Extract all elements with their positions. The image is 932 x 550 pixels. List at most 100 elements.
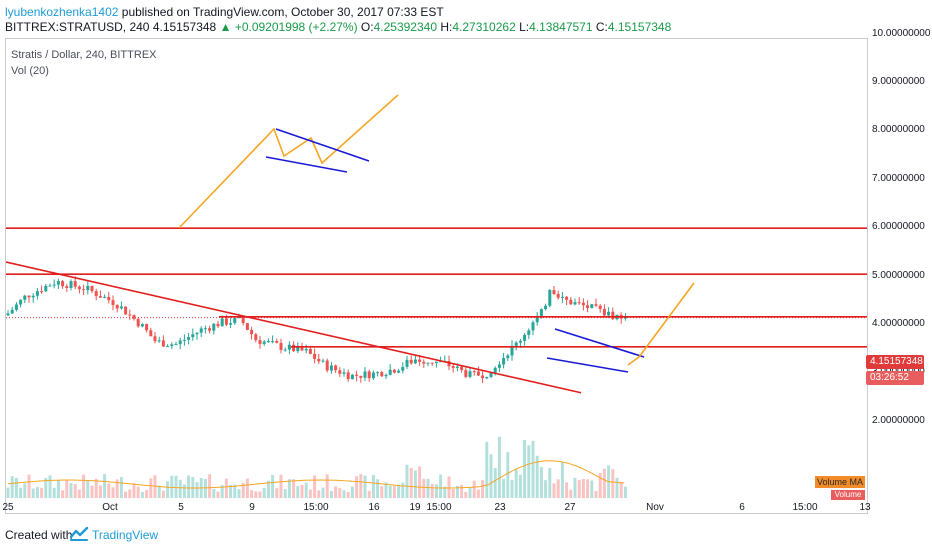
volume-bar (44, 478, 48, 498)
volume-bar (367, 490, 371, 498)
volume-bar (527, 445, 531, 498)
tradingview-brand-link[interactable]: TradingView (92, 528, 159, 542)
volume-bar (602, 468, 606, 498)
volume-bar (355, 476, 359, 498)
candle-body (161, 340, 165, 347)
price-axis[interactable]: 10.00000000 9.00000000 8.00000000 7.0000000… (868, 28, 932, 514)
candle-body (334, 365, 338, 371)
candle-body (82, 289, 86, 291)
volume-badge: Volume (831, 490, 865, 500)
candle-body (388, 369, 392, 375)
candle-body (56, 281, 60, 285)
candle-body (199, 328, 203, 333)
volume-bar (552, 483, 556, 498)
volume-bar (258, 491, 262, 498)
candle-body (430, 362, 434, 364)
low-label: L: (519, 20, 530, 34)
candle-body (523, 334, 527, 341)
change-arrow-icon: ▲ (219, 20, 232, 34)
volume-bar (31, 488, 35, 498)
candle-body (48, 285, 52, 287)
volume-bar (506, 452, 510, 498)
candle-body (304, 348, 308, 351)
volume-bar (514, 468, 518, 498)
volume-ma-line (7, 460, 625, 489)
candle-body (40, 291, 44, 293)
volume-bar (334, 486, 338, 498)
volume-bar (90, 485, 94, 498)
candle-body (86, 285, 90, 291)
candle-body (166, 346, 170, 348)
volume-bar (338, 488, 342, 498)
candle-body (590, 304, 594, 308)
candle-body (61, 281, 65, 287)
volume-bar (577, 480, 581, 498)
candle-body (321, 360, 325, 362)
change-value: +0.09201998 (+2.27%) (234, 20, 358, 34)
volume-bar (502, 478, 506, 498)
candle-body (258, 340, 262, 344)
volume-bar (451, 488, 455, 498)
volume-bar (544, 480, 548, 498)
candle-body (380, 372, 384, 377)
candle-body (254, 334, 258, 341)
candle-body (422, 361, 426, 364)
candle-body (94, 291, 98, 297)
candle-body (103, 296, 107, 298)
flag-upper-line-right (554, 328, 645, 358)
volume-bar (405, 464, 409, 498)
volume-bar (23, 483, 27, 498)
candle-body (485, 376, 489, 379)
volume-bar (98, 485, 102, 498)
time-axis[interactable]: 25 Oct 5 9 15:00 16 19 15:00 23 27 Nov 6 15:00 13 (2, 500, 870, 516)
candle-body (19, 299, 23, 305)
volume-bar (14, 477, 18, 498)
volume-bar (115, 479, 119, 498)
chart-pane[interactable] (5, 38, 868, 514)
price-tick-label: 5.00000000 (872, 269, 925, 281)
candle-body (552, 290, 556, 294)
time-tick-label: 16 (368, 502, 380, 513)
candle-body (195, 332, 199, 335)
candle-body (31, 295, 35, 298)
candle-body (418, 359, 422, 362)
candle-body (581, 302, 585, 306)
volume-bar (413, 470, 417, 498)
price-tick-label: 8.00000000 (872, 124, 925, 136)
candle-body (468, 371, 472, 377)
candle-body (586, 305, 590, 308)
candle-body (371, 372, 375, 379)
time-tick-label: 5 (178, 502, 184, 513)
series-title: Stratis / Dollar, 240, BITTREX (11, 49, 157, 61)
volume-bar (329, 491, 333, 498)
candle-body (73, 281, 77, 287)
volume-bar (203, 479, 207, 498)
author-link[interactable]: lyubenkozhenka1402 (5, 5, 119, 19)
candle-body (493, 367, 497, 373)
time-tick-label: Oct (102, 502, 118, 513)
volume-bar (275, 488, 279, 498)
volume-bar (292, 479, 296, 498)
projection-sketch-left (178, 94, 399, 229)
candle-body (6, 313, 10, 316)
volume-bar (77, 489, 81, 498)
candle-body (464, 370, 468, 377)
chart-canvas[interactable] (6, 39, 868, 514)
header-bar: lyubenkozhenka1402 published on TradingV… (0, 0, 932, 40)
volume-bar (69, 483, 73, 498)
last-price: 4.15157348 (152, 20, 217, 34)
candle-body (90, 285, 94, 292)
volume-bar (308, 489, 312, 498)
volume-bar (56, 480, 60, 498)
candle-body (413, 359, 417, 364)
candle-body (527, 330, 531, 335)
high-label: H: (440, 20, 453, 34)
volume-bar (161, 490, 165, 498)
volume-bar (472, 480, 476, 498)
volume-bar (464, 491, 468, 498)
volume-bar (19, 487, 23, 498)
volume-bar (611, 469, 615, 498)
volume-bar (371, 474, 375, 498)
time-tick-label: 25 (2, 502, 14, 513)
volume-bar (623, 486, 627, 498)
